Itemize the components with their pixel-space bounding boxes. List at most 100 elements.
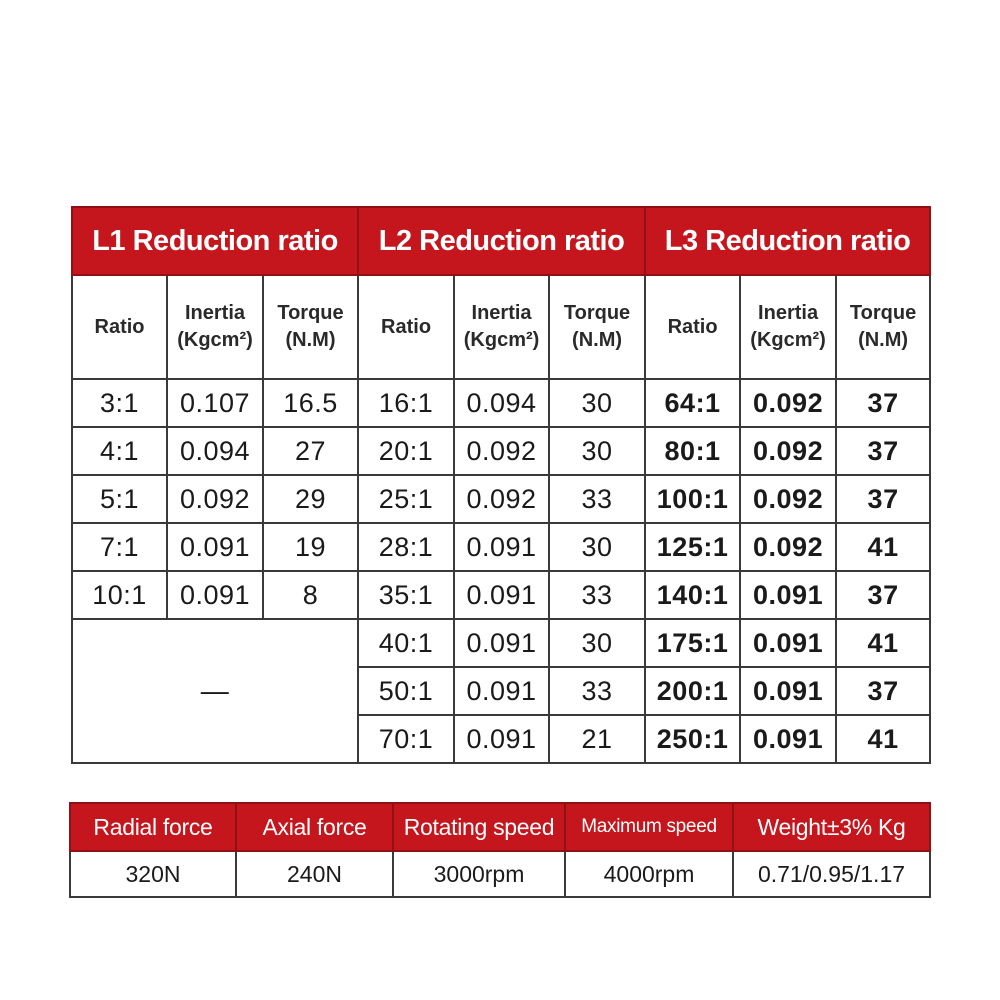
table-row: 4:1 0.094 27 20:1 0.092 30 80:1 0.092 37 xyxy=(71,426,932,476)
group-header-l1: L1 Reduction ratio xyxy=(70,206,360,276)
l3-torque: 37 xyxy=(835,474,932,524)
l2-torque: 33 xyxy=(548,570,647,620)
l1-ratio: 3:1 xyxy=(71,378,168,428)
l3-inertia: 0.092 xyxy=(739,474,838,524)
l1-inertia: 0.091 xyxy=(166,570,264,620)
l1-torque: 29 xyxy=(261,474,360,524)
reduction-ratio-table: L1 Reduction ratio L2 Reduction ratio L3… xyxy=(70,206,932,764)
l3-ratio: 100:1 xyxy=(644,474,742,524)
group-header-row: L1 Reduction ratio L2 Reduction ratio L3… xyxy=(70,206,932,276)
column-header-row: Ratio Inertia (Kgcm²) Torque (N.M) Ratio I… xyxy=(71,274,932,380)
l3-ratio: 125:1 xyxy=(644,522,742,572)
l1-ratio: 5:1 xyxy=(71,474,168,524)
table-row: 3:1 0.107 16.5 16:1 0.094 30 64:1 0.092 … xyxy=(71,378,932,428)
l1-inertia: 0.092 xyxy=(166,474,264,524)
l2-ratio: 70:1 xyxy=(357,714,456,764)
l3-torque: 37 xyxy=(835,378,932,428)
l3-inertia: 0.091 xyxy=(739,618,838,668)
col-inertia-l1: Inertia (Kgcm²) xyxy=(166,274,264,380)
l3-inertia: 0.092 xyxy=(739,522,838,572)
col-ratio-l3: Ratio xyxy=(644,274,742,380)
header-radial-force: Radial force xyxy=(69,802,237,852)
l2-torque: 30 xyxy=(548,522,647,572)
group-header-l3: L3 Reduction ratio xyxy=(644,206,932,276)
col-inertia-l2: Inertia (Kgcm²) xyxy=(453,274,551,380)
group-header-l2: L2 Reduction ratio xyxy=(357,206,647,276)
l3-torque: 41 xyxy=(835,714,932,764)
l2-inertia: 0.091 xyxy=(453,618,551,668)
l3-ratio: 250:1 xyxy=(644,714,742,764)
table-row: 5:1 0.092 29 25:1 0.092 33 100:1 0.092 3… xyxy=(71,474,932,524)
parameters-header-row: Radial force Axial force Rotating speed … xyxy=(69,802,931,852)
l3-torque: 41 xyxy=(835,522,932,572)
l2-inertia: 0.091 xyxy=(453,570,551,620)
l3-torque: 37 xyxy=(835,666,932,716)
l1-inertia: 0.107 xyxy=(166,378,264,428)
l3-ratio: 140:1 xyxy=(644,570,742,620)
l1-empty-cell: — xyxy=(70,618,360,764)
col-ratio-l2: Ratio xyxy=(357,274,456,380)
l2-torque: 21 xyxy=(548,714,647,764)
header-maximum-speed: Maximum speed xyxy=(564,802,734,852)
parameters-value-row: 320N 240N 3000rpm 4000rpm 0.71/0.95/1.17 xyxy=(69,850,931,898)
l1-ratio: 10:1 xyxy=(71,570,168,620)
value-rotating-speed: 3000rpm xyxy=(392,850,566,898)
l2-ratio: 35:1 xyxy=(357,570,456,620)
l2-ratio: 25:1 xyxy=(357,474,456,524)
l2-torque: 33 xyxy=(548,666,647,716)
l3-inertia: 0.091 xyxy=(739,570,838,620)
l1-inertia: 0.091 xyxy=(166,522,264,572)
l2-inertia: 0.091 xyxy=(453,666,551,716)
value-axial-force: 240N xyxy=(235,850,394,898)
l2-ratio: 40:1 xyxy=(357,618,456,668)
l2-torque: 30 xyxy=(548,618,647,668)
parameters-table: Radial force Axial force Rotating speed … xyxy=(69,802,931,898)
l2-ratio: 16:1 xyxy=(357,378,456,428)
col-inertia-l3: Inertia (Kgcm²) xyxy=(739,274,838,380)
header-weight: Weight±3% Kg xyxy=(732,802,931,852)
l3-ratio: 200:1 xyxy=(644,666,742,716)
l3-inertia: 0.091 xyxy=(739,714,838,764)
value-weight: 0.71/0.95/1.17 xyxy=(732,850,931,898)
l3-inertia: 0.092 xyxy=(739,378,838,428)
header-axial-force: Axial force xyxy=(235,802,394,852)
l1-torque: 19 xyxy=(261,522,360,572)
l3-ratio: 80:1 xyxy=(644,426,742,476)
l1-torque: 16.5 xyxy=(261,378,360,428)
l2-inertia: 0.091 xyxy=(453,522,551,572)
l3-torque: 37 xyxy=(835,570,932,620)
col-torque-l1: Torque (N.M) xyxy=(261,274,360,380)
l3-ratio: 64:1 xyxy=(644,378,742,428)
l1-ratio: 7:1 xyxy=(71,522,168,572)
col-torque-l2: Torque (N.M) xyxy=(548,274,647,380)
col-torque-l3: Torque (N.M) xyxy=(835,274,932,380)
l1-inertia: 0.094 xyxy=(166,426,264,476)
table-row: 50:1 0.091 33 200:1 0.091 37 xyxy=(72,666,932,716)
l3-torque: 37 xyxy=(835,426,932,476)
l2-ratio: 28:1 xyxy=(357,522,456,572)
l2-torque: 30 xyxy=(548,426,647,476)
l2-torque: 33 xyxy=(548,474,647,524)
table-row: 70:1 0.091 21 250:1 0.091 41 xyxy=(72,714,932,764)
l2-torque: 30 xyxy=(548,378,647,428)
l1-ratio: 4:1 xyxy=(71,426,168,476)
table-row: 10:1 0.091 8 35:1 0.091 33 140:1 0.091 3… xyxy=(71,570,932,620)
l1-torque: 27 xyxy=(261,426,360,476)
l3-ratio: 175:1 xyxy=(644,618,742,668)
l2-inertia: 0.092 xyxy=(453,426,551,476)
col-ratio-l1: Ratio xyxy=(71,274,168,380)
l1-torque: 8 xyxy=(261,570,360,620)
l2-inertia: 0.091 xyxy=(453,714,551,764)
l2-ratio: 50:1 xyxy=(357,666,456,716)
value-radial-force: 320N xyxy=(69,850,237,898)
l3-torque: 41 xyxy=(835,618,932,668)
l2-inertia: 0.094 xyxy=(453,378,551,428)
l3-inertia: 0.091 xyxy=(739,666,838,716)
l2-ratio: 20:1 xyxy=(357,426,456,476)
table-row: — 40:1 0.091 30 175:1 0.091 41 xyxy=(70,618,932,764)
table-row: 7:1 0.091 19 28:1 0.091 30 125:1 0.092 4… xyxy=(71,522,932,572)
l2-inertia: 0.092 xyxy=(453,474,551,524)
l3-inertia: 0.092 xyxy=(739,426,838,476)
header-rotating-speed: Rotating speed xyxy=(392,802,566,852)
value-maximum-speed: 4000rpm xyxy=(564,850,734,898)
